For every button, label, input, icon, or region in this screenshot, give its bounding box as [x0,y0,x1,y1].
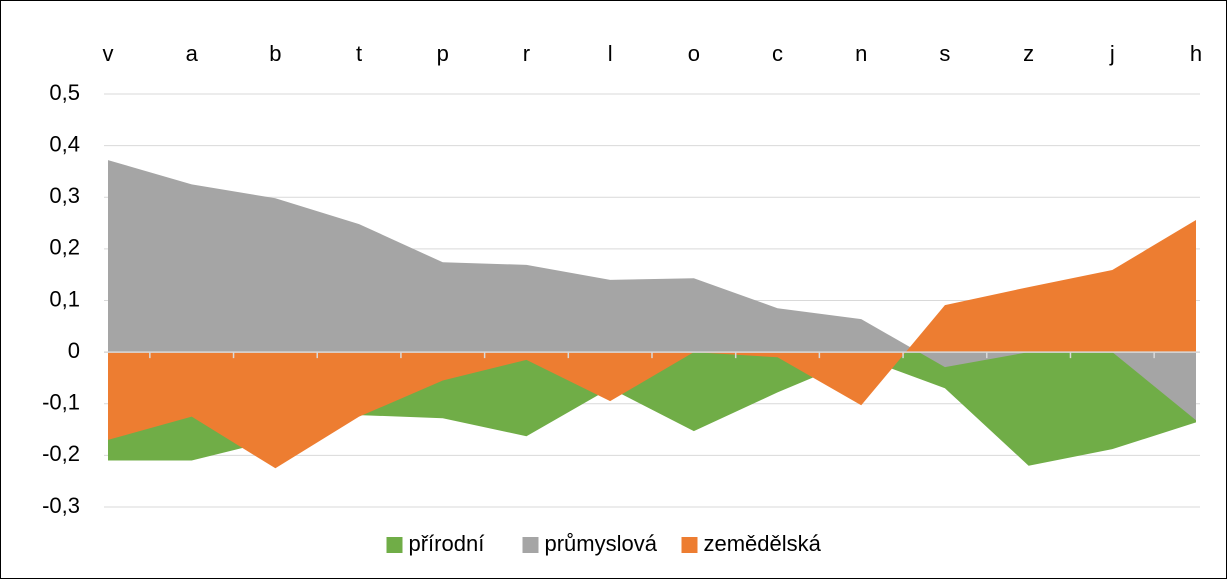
x-tick-label: t [356,41,362,66]
y-tick-label: 0,5 [49,80,80,105]
x-tick-label: h [1190,41,1202,66]
y-tick-label: -0,1 [42,390,80,415]
y-tick-label: 0,2 [49,235,80,260]
x-tick-label: a [186,41,199,66]
x-tick-label: o [688,41,700,66]
x-tick-label: p [437,41,449,66]
area [108,219,1196,469]
x-tick-label: b [269,41,281,66]
x-tick-label: z [1023,41,1034,66]
y-tick-label: -0,2 [42,441,80,466]
legend-label: průmyslová [545,531,658,556]
legend-swatch [522,537,539,553]
y-tick-label: 0 [68,338,80,363]
x-tick-label: v [103,41,114,66]
area [108,160,1196,421]
legend-label: zemědělská [704,531,822,556]
x-tick-label: n [855,41,867,66]
legend-label: přírodní [409,531,485,556]
x-tick-label: s [939,41,950,66]
y-tick-label: 0,1 [49,286,80,311]
x-tick-label: l [608,41,613,66]
x-tick-label: c [772,41,783,66]
y-tick-label: -0,3 [42,493,80,518]
y-tick-label: 0,4 [49,131,80,156]
legend-swatch [386,537,403,553]
y-tick-label: 0,3 [49,183,80,208]
x-tick-label: r [523,41,530,66]
x-tick-label: j [1109,41,1115,66]
legend-swatch [681,537,698,553]
